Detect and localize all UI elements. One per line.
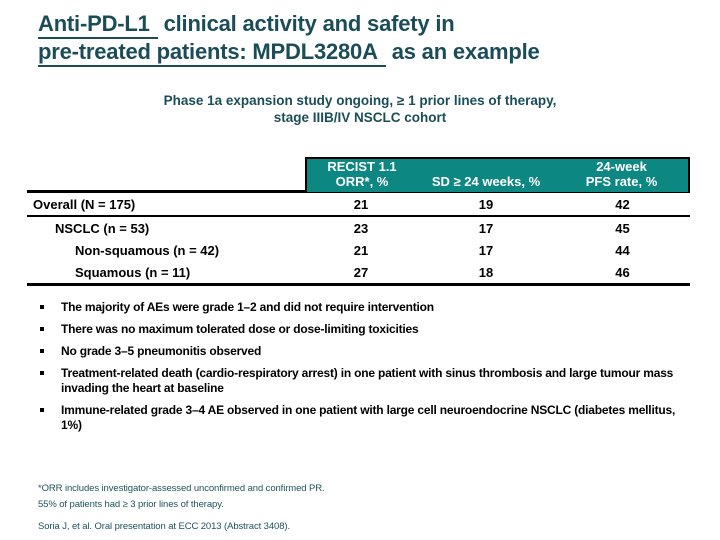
row-sd-value: 17 <box>478 242 494 258</box>
footnote-orr: *ORR includes investigator-assessed unco… <box>38 483 325 494</box>
row-label: Non-squamous (n = 42) <box>75 242 220 258</box>
row-sd-value: 17 <box>478 220 494 236</box>
row-label: NSCLC (n = 53) <box>55 220 150 236</box>
bullet-item: There was no maximum tolerated dose or d… <box>40 322 682 337</box>
row-pfs-value: 45 <box>615 220 630 236</box>
row-orr-value: 27 <box>353 264 369 280</box>
table-row-overall: Overall (N = 175) 21 19 42 <box>27 193 690 217</box>
slide-title-line1: Anti-PD-L1 clinical activity and safety … <box>38 10 698 39</box>
table-row-non-squamous: Non-squamous (n = 42) 21 17 44 <box>27 239 690 261</box>
table-header-pfs: 24-week PFS rate, % <box>555 157 690 192</box>
bullet-square-icon <box>40 408 44 412</box>
bullet-text: The majority of AEs were grade 1–2 and d… <box>61 300 434 314</box>
row-label: Squamous (n = 11) <box>75 264 191 280</box>
table-header-empty-cell <box>27 157 305 192</box>
table-body: Overall (N = 175) 21 19 42 NSCLC (n = 53… <box>27 193 690 286</box>
bullet-item: No grade 3–5 pneumonitis observed <box>40 344 682 359</box>
bullet-item: Immune-related grade 3–4 AE observed in … <box>40 403 682 433</box>
bullet-square-icon <box>40 349 44 353</box>
safety-bullet-list: The majority of AEs were grade 1–2 and d… <box>40 300 682 440</box>
title-rest-1: clinical activity and safety in <box>163 11 455 36</box>
bullet-text: There was no maximum tolerated dose or d… <box>61 322 419 336</box>
bullet-item: Treatment-related death (cardio-respirat… <box>40 366 682 396</box>
bullet-text: Immune-related grade 3–4 AE observed in … <box>61 403 676 432</box>
table-header-orr: RECIST 1.1 ORR*, % <box>305 157 417 192</box>
slide-title: Anti-PD-L1 clinical activity and safety … <box>38 10 698 67</box>
row-sd-value: 18 <box>478 264 494 280</box>
bullet-item: The majority of AEs were grade 1–2 and d… <box>40 300 682 315</box>
bullet-square-icon <box>40 305 44 309</box>
subtitle-line1: Phase 1a expansion study ongoing, ≥ 1 pr… <box>163 93 557 108</box>
title-rest-2: as an example <box>391 39 540 64</box>
title-underlined-1: Anti-PD-L1 <box>38 11 158 39</box>
row-orr-value: 21 <box>353 196 369 212</box>
subtitle-line2: stage IIIB/IV NSCLC cohort <box>273 110 447 125</box>
row-label: Overall (N = 175) <box>33 196 136 212</box>
row-orr-value: 21 <box>353 242 369 258</box>
row-orr-value: 23 <box>353 220 369 236</box>
row-pfs-value: 42 <box>615 196 630 212</box>
study-subtitle: Phase 1a expansion study ongoing, ≥ 1 pr… <box>0 92 720 126</box>
title-underlined-2: pre-treated patients: MPDL3280A <box>38 39 386 67</box>
table-header-row: RECIST 1.1 ORR*, % SD ≥ 24 weeks, % 24-w… <box>27 157 690 193</box>
results-table: RECIST 1.1 ORR*, % SD ≥ 24 weeks, % 24-w… <box>27 157 690 286</box>
bullet-text: Treatment-related death (cardio-respirat… <box>61 366 674 395</box>
row-pfs-value: 44 <box>615 242 630 258</box>
bullet-text: No grade 3–5 pneumonitis observed <box>61 344 262 358</box>
footnotes: *ORR includes investigator-assessed unco… <box>38 481 658 535</box>
slide-title-line2: pre-treated patients: MPDL3280A as an ex… <box>38 38 698 67</box>
table-row-squamous: Squamous (n = 11) 27 18 46 <box>27 261 690 283</box>
source-citation: Soria J, et al. Oral presentation at ECC… <box>38 521 291 532</box>
footnote-prior-lines: 55% of patients had ≥ 3 prior lines of t… <box>38 499 224 510</box>
table-header-sd: SD ≥ 24 weeks, % <box>417 157 555 192</box>
row-pfs-value: 46 <box>615 264 630 280</box>
row-sd-value: 19 <box>478 196 494 212</box>
bullet-square-icon <box>40 327 44 331</box>
table-row-nsclc: NSCLC (n = 53) 23 17 45 <box>27 217 690 239</box>
bullet-square-icon <box>40 371 44 375</box>
